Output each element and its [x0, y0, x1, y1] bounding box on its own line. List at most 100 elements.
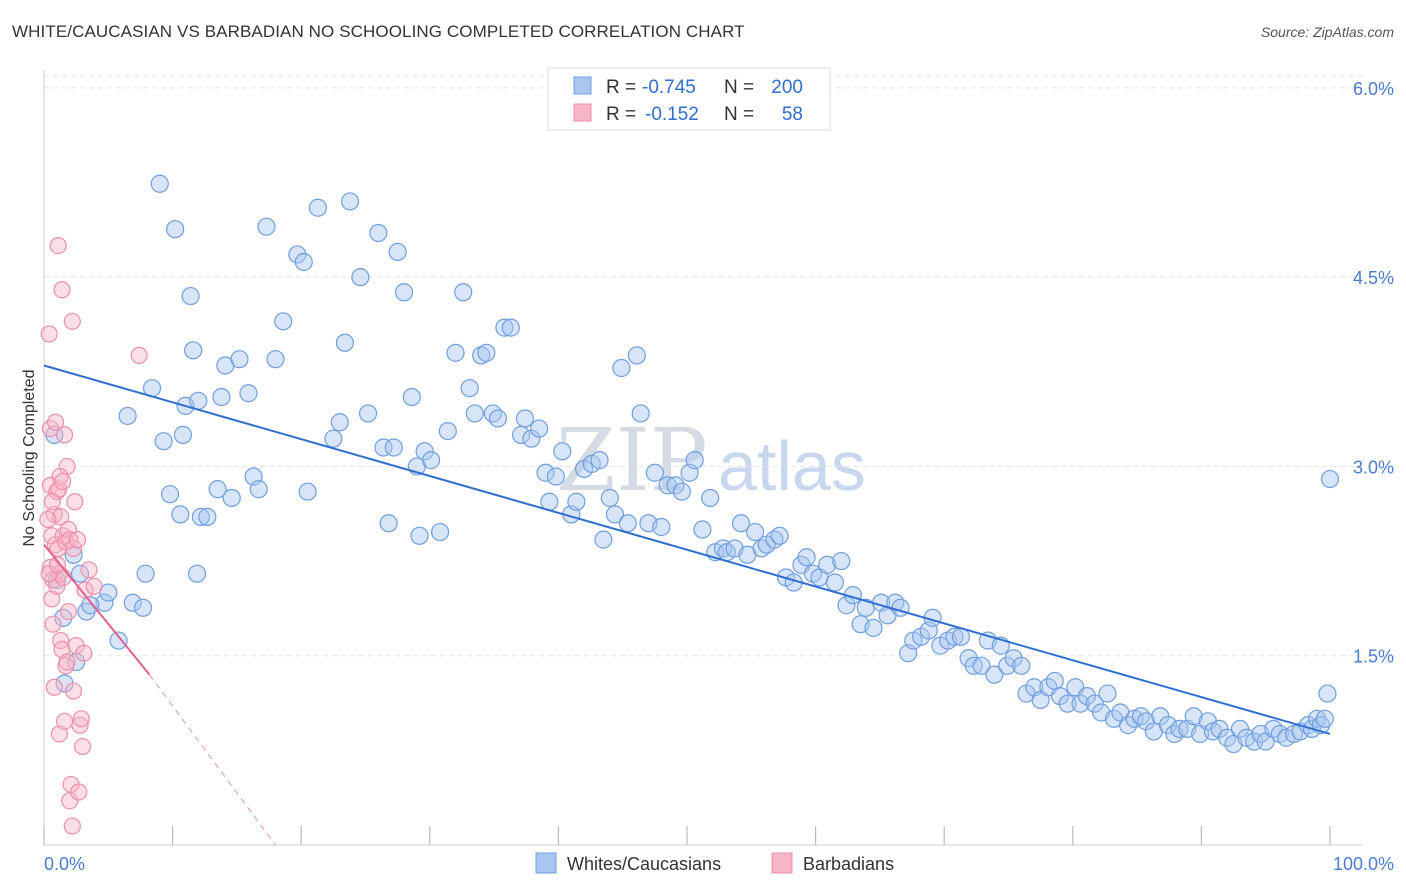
point-whites	[472, 346, 491, 365]
point-whites	[612, 358, 631, 378]
legend-r-value-barbadians: -0.152	[645, 104, 699, 125]
point-whites	[746, 522, 765, 542]
point-whites	[421, 451, 441, 470]
legend-n-label-whites: N =	[724, 77, 754, 98]
point-barbadians	[46, 413, 65, 431]
point-whites	[379, 514, 398, 533]
point-whites	[864, 618, 883, 638]
point-whites	[288, 245, 307, 264]
point-whites	[1050, 686, 1070, 706]
point-whites	[266, 350, 285, 369]
trendline-barbadians-extension	[148, 674, 276, 846]
point-whites	[154, 432, 173, 451]
point-whites	[985, 665, 1004, 684]
point-whites	[477, 343, 496, 362]
point-whites	[388, 242, 407, 262]
bottom-legend-label-barbadians: Barbadians	[803, 854, 894, 874]
legend-bottom: Whites/Caucasians Barbadians	[535, 852, 894, 874]
legend-n-value-barbadians: 58	[782, 104, 803, 125]
point-whites	[515, 409, 535, 428]
point-barbadians	[75, 644, 93, 662]
point-whites	[430, 522, 450, 542]
legend-r-value-whites: -0.745	[642, 77, 696, 98]
point-whites	[645, 463, 664, 482]
x-tick-label-min: 0.0%	[44, 854, 85, 874]
point-barbadians	[64, 539, 83, 558]
point-whites	[495, 318, 514, 337]
point-whites	[886, 593, 905, 612]
bottom-legend-swatch-whites	[535, 852, 557, 874]
point-barbadians	[59, 602, 78, 621]
point-whites	[308, 198, 328, 217]
point-whites	[70, 564, 90, 583]
point-barbadians	[63, 312, 81, 330]
legend-swatch-whites	[573, 76, 592, 95]
legend-box	[547, 67, 831, 131]
point-barbadians	[58, 653, 76, 671]
point-whites	[181, 286, 200, 306]
point-barbadians	[73, 737, 92, 756]
point-barbadians	[64, 682, 83, 700]
point-whites	[446, 343, 465, 362]
point-whites	[594, 530, 613, 549]
point-whites	[118, 406, 137, 426]
point-whites	[1012, 656, 1031, 675]
point-whites	[249, 480, 268, 499]
point-whites	[239, 384, 258, 403]
point-barbadians	[52, 508, 70, 526]
point-whites	[187, 564, 207, 583]
point-whites	[536, 463, 555, 482]
point-whites	[294, 252, 313, 272]
point-whites	[454, 283, 473, 302]
point-barbadians	[43, 493, 61, 511]
point-whites	[1077, 686, 1097, 706]
legend-top: R = -0.745 N = 200 R = -0.152 N = 58	[547, 67, 831, 131]
point-whites	[945, 627, 964, 646]
point-whites	[298, 482, 317, 501]
point-whites	[701, 488, 720, 508]
point-whites	[972, 656, 991, 675]
point-barbadians	[55, 426, 74, 444]
point-whites	[1004, 649, 1023, 668]
point-whites	[171, 505, 190, 524]
point-whites	[631, 404, 650, 423]
point-whites	[330, 413, 349, 432]
y-axis-label: No Schooling Completed	[21, 370, 38, 547]
point-whites	[1071, 694, 1090, 713]
legend-swatch-barbadians	[573, 103, 592, 122]
y-tick-label: 6.0%	[1353, 79, 1394, 99]
point-whites	[81, 596, 100, 615]
point-whites	[825, 573, 844, 592]
point-whites	[652, 517, 671, 537]
point-barbadians	[39, 510, 57, 529]
point-barbadians	[50, 725, 69, 743]
point-barbadians	[66, 493, 84, 511]
point-whites	[394, 283, 414, 302]
point-whites	[438, 421, 457, 441]
point-whites	[136, 564, 155, 583]
point-whites	[230, 350, 249, 369]
bottom-legend-swatch-barbadians	[771, 852, 793, 874]
point-barbadians	[48, 577, 66, 595]
point-whites	[1184, 707, 1203, 726]
point-whites	[530, 419, 549, 438]
point-barbadians	[43, 590, 61, 608]
point-whites	[198, 507, 217, 527]
point-barbadians	[55, 712, 74, 730]
trendline-whites	[43, 364, 1331, 735]
series-whites-points	[45, 174, 1340, 754]
point-whites	[1137, 712, 1156, 731]
point-whites	[465, 404, 484, 423]
legend-r-label-barbadians: R =	[606, 104, 636, 125]
point-whites	[731, 514, 751, 533]
point-barbadians	[80, 561, 98, 579]
point-whites	[1045, 671, 1064, 691]
point-whites	[672, 482, 691, 501]
point-whites	[160, 485, 180, 504]
point-whites	[460, 379, 479, 398]
point-whites	[1058, 694, 1077, 713]
point-whites	[567, 492, 586, 511]
point-whites	[133, 598, 153, 617]
point-whites	[546, 467, 565, 486]
